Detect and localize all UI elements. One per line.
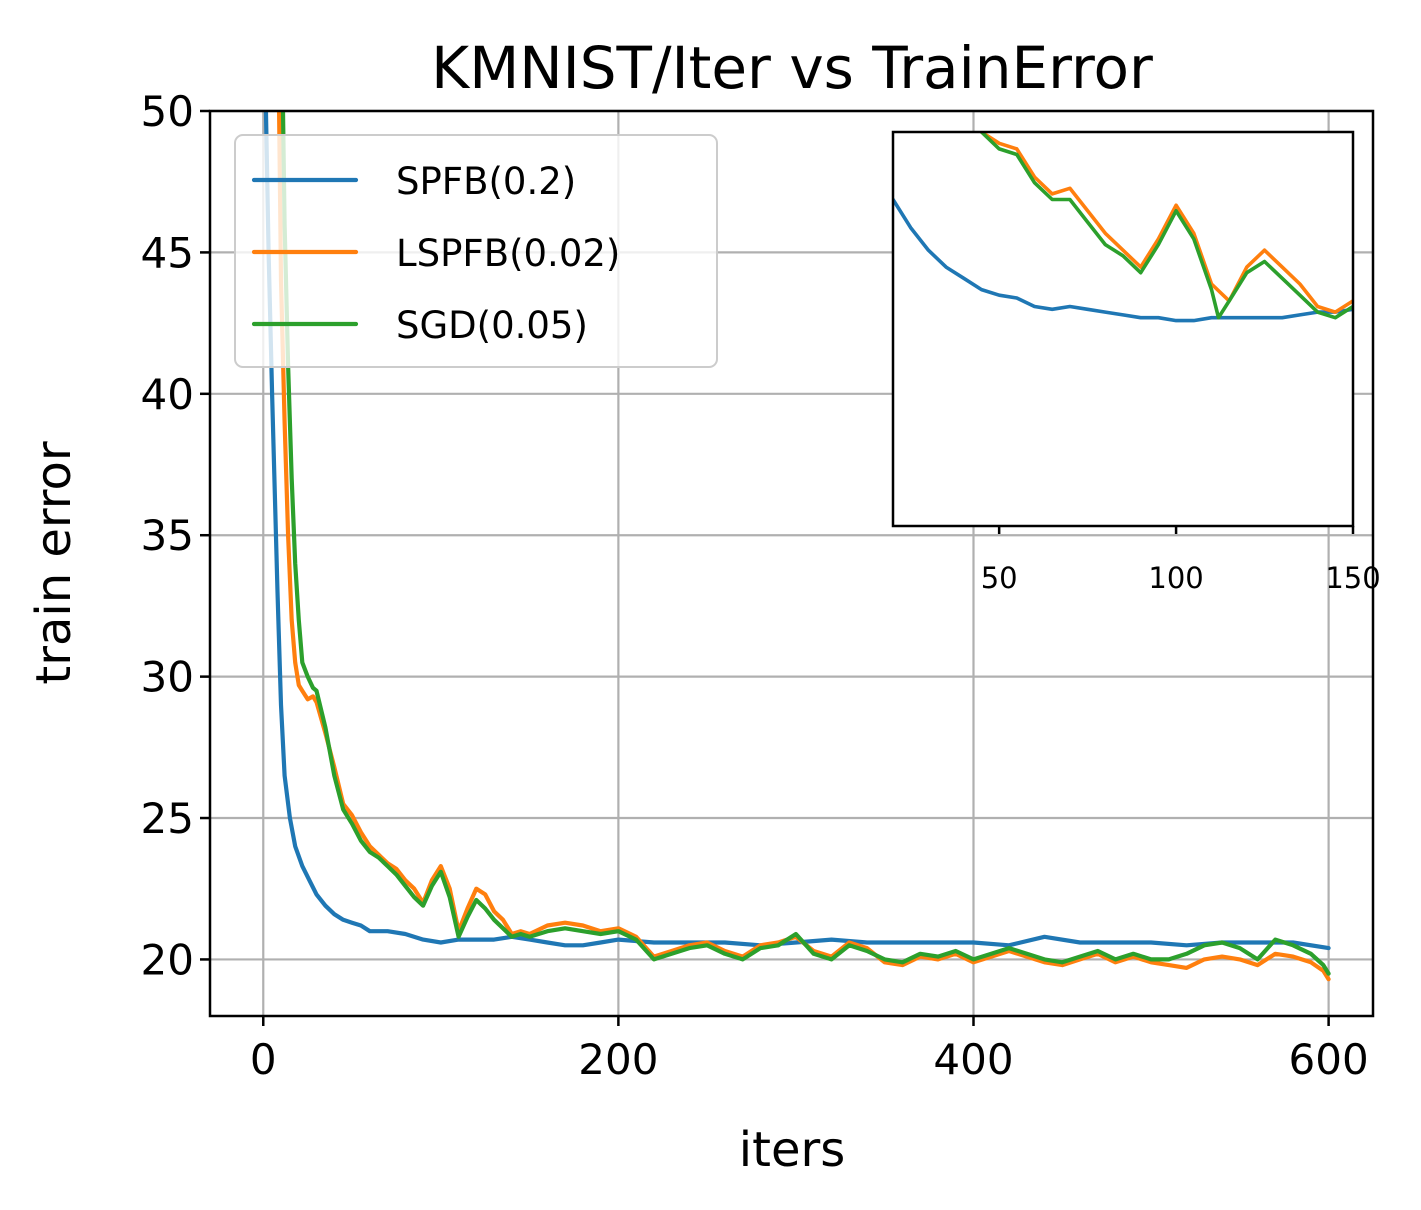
y-tick-label-4: 40 bbox=[141, 370, 194, 419]
x-tick-label-3: 600 bbox=[1289, 1035, 1369, 1084]
y-tick-label-2: 30 bbox=[141, 653, 194, 702]
legend-label-lspfb: LSPFB(0.02) bbox=[396, 232, 620, 275]
x-tick-label-1: 200 bbox=[578, 1035, 658, 1084]
inset-x-axis-ticks: 50 100 150 bbox=[981, 526, 1381, 595]
inset-x-tick-label-1: 100 bbox=[1148, 561, 1203, 595]
inset-series-line-spfb bbox=[893, 197, 1353, 323]
inset-series-layer bbox=[893, 132, 1353, 323]
inset-x-tick-label-0: 50 bbox=[981, 561, 1018, 595]
legend-box bbox=[234, 134, 718, 368]
series-line-spfb bbox=[263, 111, 1331, 951]
y-tick-label-6: 50 bbox=[141, 87, 194, 136]
y-axis-ticks: 20 25 30 35 40 45 50 bbox=[141, 87, 210, 984]
inset-frame bbox=[891, 130, 1355, 528]
plot-frame bbox=[208, 109, 1375, 1018]
y-tick-label-1: 25 bbox=[141, 794, 194, 843]
inset-series-line-sgd bbox=[979, 132, 1353, 320]
chart-title: KMNIST/Iter vs TrainError bbox=[431, 34, 1153, 102]
x-axis-label: iters bbox=[739, 1122, 845, 1178]
legend: SPFB(0.2) LSPFB(0.02) SGD(0.05) bbox=[234, 134, 718, 368]
y-axis-label: train error bbox=[26, 441, 82, 684]
y-tick-label-3: 35 bbox=[141, 511, 194, 560]
x-tick-label-2: 400 bbox=[933, 1035, 1013, 1084]
y-tick-label-0: 20 bbox=[141, 935, 194, 984]
inset-chart: 50 100 150 bbox=[891, 130, 1381, 595]
series-layer bbox=[263, 111, 1331, 982]
inset-series-line-lspfb bbox=[979, 132, 1353, 314]
inset-background bbox=[893, 132, 1353, 526]
legend-label-spfb: SPFB(0.2) bbox=[396, 160, 576, 203]
legend-label-sgd: SGD(0.05) bbox=[396, 304, 588, 347]
series-line-lspfb bbox=[276, 111, 1331, 982]
x-axis-ticks: 0 200 400 600 bbox=[250, 1016, 1369, 1084]
series-line-sgd bbox=[280, 111, 1331, 976]
inset-x-tick-label-2: 150 bbox=[1325, 561, 1380, 595]
x-tick-label-0: 0 bbox=[250, 1035, 277, 1084]
y-tick-label-5: 45 bbox=[141, 228, 194, 277]
